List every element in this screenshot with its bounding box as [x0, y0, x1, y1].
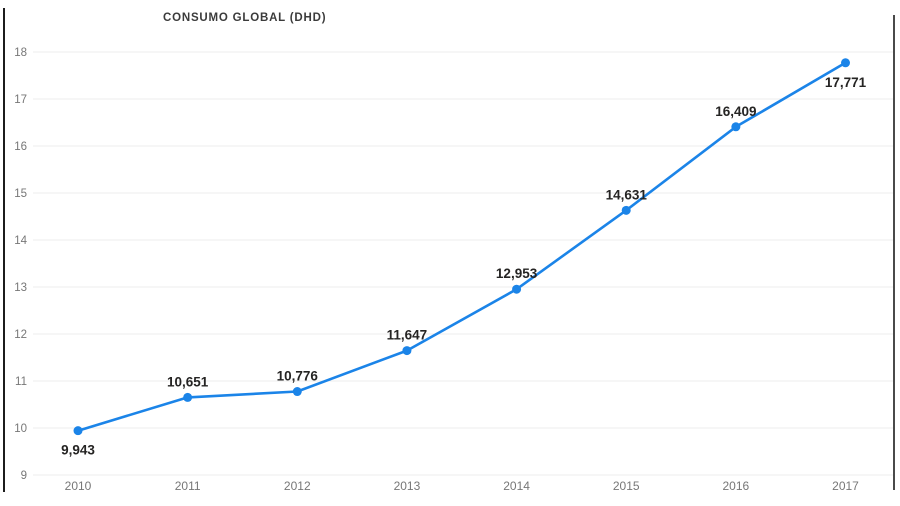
x-axis-tick-label: 2014 [503, 479, 530, 493]
x-axis-tick-label: 2011 [175, 479, 201, 493]
x-axis-tick-label: 2016 [723, 479, 750, 493]
x-axis-tick-label: 2017 [832, 479, 859, 493]
data-point-marker[interactable] [731, 122, 741, 132]
data-point-label: 10,776 [277, 369, 319, 384]
y-axis-tick-label: 10 [14, 423, 27, 435]
y-axis-tick-label: 11 [15, 376, 27, 388]
data-point-marker[interactable] [841, 58, 850, 68]
data-point-label: 12,953 [496, 266, 538, 281]
y-axis-tick-label: 13 [14, 282, 27, 294]
data-point-marker[interactable] [292, 387, 302, 397]
data-point-marker[interactable] [512, 284, 522, 294]
y-axis-tick-label: 9 [21, 470, 27, 482]
data-point-marker[interactable] [183, 392, 193, 402]
y-axis-tick-label: 14 [14, 235, 27, 247]
y-axis-tick-label: 15 [14, 188, 27, 200]
x-axis-tick-label: 2010 [65, 479, 92, 493]
data-point-label: 11,647 [387, 328, 428, 343]
x-axis-tick-label: 2013 [394, 479, 421, 493]
data-point-label: 9,943 [61, 443, 95, 458]
right-border-line [893, 15, 895, 490]
left-border-line [3, 8, 5, 492]
y-axis-tick-label: 17 [14, 94, 27, 106]
data-point-marker[interactable] [73, 426, 83, 436]
data-point-label: 14,631 [606, 187, 648, 202]
data-point-marker[interactable] [621, 205, 631, 215]
series-line-path[interactable] [76, 61, 847, 432]
data-point-label: 16,409 [715, 104, 756, 119]
data-point-label: 10,651 [167, 374, 209, 389]
x-axis-tick-label: 2015 [613, 479, 640, 493]
y-axis-tick-label: 12 [14, 329, 27, 341]
x-axis-tick-label: 2012 [284, 479, 311, 493]
data-point-marker[interactable] [402, 346, 412, 356]
data-point-label: 17,771 [825, 75, 867, 90]
y-axis-tick-label: 18 [14, 47, 27, 59]
chart-title: CONSUMO GLOBAL (DHD) [163, 12, 327, 24]
y-axis-tick-label: 16 [14, 141, 27, 153]
